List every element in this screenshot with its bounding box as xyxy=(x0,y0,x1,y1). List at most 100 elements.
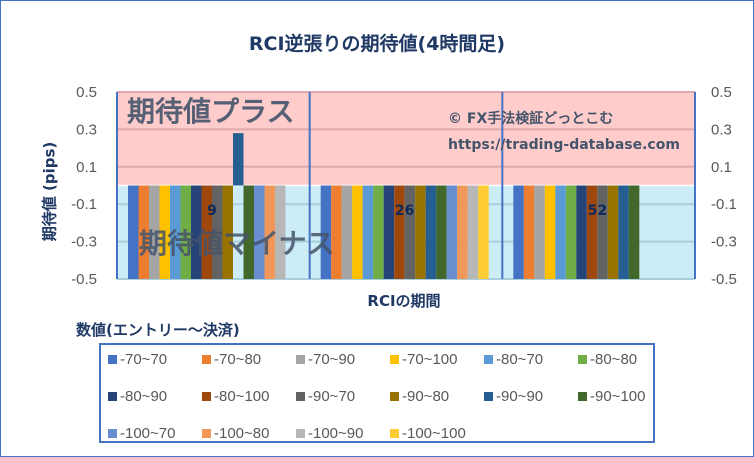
legend-swatch xyxy=(108,429,117,438)
bar xyxy=(320,185,332,279)
legend-swatch xyxy=(108,392,117,401)
y-tick-label-left: 0.3 xyxy=(76,121,97,138)
minus-zone-label: 期待値マイナス xyxy=(139,227,334,260)
bar xyxy=(138,185,149,279)
bar xyxy=(243,185,254,279)
legend-item: -90~80 xyxy=(390,388,449,405)
y-tick-label-left: -0.5 xyxy=(71,271,97,288)
legend-item: -70~80 xyxy=(202,351,261,368)
legend-label: -100~100 xyxy=(402,425,466,442)
legend-item: -80~100 xyxy=(202,388,269,405)
bar xyxy=(373,185,384,279)
bar xyxy=(618,185,629,279)
y-tick-label-left: 0.5 xyxy=(76,84,97,101)
bar xyxy=(383,185,395,279)
bar xyxy=(170,185,181,279)
y-tick-label-right: 0.5 xyxy=(711,84,732,101)
legend-item: -100~70 xyxy=(108,425,175,442)
category-label: 52 xyxy=(588,203,607,219)
legend-item: -70~90 xyxy=(296,351,355,368)
plus-zone-label: 期待値プラス xyxy=(127,95,294,128)
bar xyxy=(415,185,426,279)
legend-item: -100~80 xyxy=(202,425,269,442)
legend-swatch xyxy=(202,392,211,401)
bar xyxy=(576,185,587,279)
legend-label: -70~70 xyxy=(120,351,168,368)
bar xyxy=(264,185,275,279)
legend-swatch xyxy=(108,355,117,364)
legend-swatch xyxy=(296,392,305,401)
y-tick-label-right: -0.1 xyxy=(711,196,737,213)
bar xyxy=(425,185,437,279)
bar xyxy=(457,185,468,279)
legend-label: -90~70 xyxy=(308,388,356,405)
legend-swatch xyxy=(484,392,493,401)
legend-label: -80~70 xyxy=(496,351,544,368)
bar xyxy=(404,185,416,279)
y-tick-label-right: -0.5 xyxy=(711,271,737,288)
bar xyxy=(607,185,619,279)
bar xyxy=(222,185,233,279)
y-tick-label-right: -0.3 xyxy=(711,234,737,251)
legend-swatch xyxy=(484,355,493,364)
plus-zone xyxy=(117,92,695,186)
legend-label: -100~90 xyxy=(308,425,364,442)
bar xyxy=(523,185,535,279)
bar xyxy=(394,185,405,279)
legend-swatch xyxy=(202,355,211,364)
legend-swatch xyxy=(296,429,305,438)
bar xyxy=(628,185,640,279)
bar xyxy=(478,185,489,279)
legend-item: -80~70 xyxy=(484,351,543,368)
legend-swatch xyxy=(202,429,211,438)
legend-title: 数値(エントリー～決済) xyxy=(76,319,244,340)
legend-swatch xyxy=(390,355,399,364)
bar xyxy=(331,185,342,279)
category-label: 26 xyxy=(395,203,414,219)
bar xyxy=(341,185,353,279)
bar xyxy=(254,185,265,279)
bar xyxy=(149,185,160,279)
legend-item: -100~90 xyxy=(296,425,363,442)
legend-label: -80~100 xyxy=(214,388,270,405)
bar xyxy=(586,185,598,279)
y-tick-label-right: 0.1 xyxy=(711,159,732,176)
legend-swatch xyxy=(296,355,305,364)
bar xyxy=(212,185,223,279)
bar xyxy=(128,185,139,279)
bar xyxy=(191,185,202,279)
legend-label: -100~80 xyxy=(214,425,270,442)
bar xyxy=(159,185,170,279)
legend-swatch xyxy=(578,392,587,401)
legend-label: -80~90 xyxy=(120,388,168,405)
y-axis-title: 期待値 (pips) xyxy=(40,141,59,242)
legend-item: -70~70 xyxy=(108,351,167,368)
bar xyxy=(201,185,212,279)
legend-label: -80~80 xyxy=(590,351,638,368)
bar xyxy=(352,185,363,279)
bar xyxy=(467,185,479,279)
legend-label: -70~100 xyxy=(402,351,458,368)
y-tick-label-left: -0.3 xyxy=(71,234,97,251)
y-tick-label-left: -0.1 xyxy=(71,196,97,213)
watermark-copyright: © FX手法検証どっとこむ xyxy=(448,110,613,127)
legend-item: -70~100 xyxy=(390,351,457,368)
bar xyxy=(362,185,374,279)
legend-label: -70~80 xyxy=(214,351,262,368)
legend-label: -70~90 xyxy=(308,351,356,368)
y-tick-label-right: 0.3 xyxy=(711,121,732,138)
bar xyxy=(513,185,524,279)
bar xyxy=(180,185,191,279)
legend-swatch xyxy=(390,429,399,438)
legend-item: -100~100 xyxy=(390,425,466,442)
legend: -70~70 -70~80 -70~90 -70~100 -80~70 -80~80 -80… xyxy=(99,343,655,443)
legend-item: -80~90 xyxy=(108,388,167,405)
bar xyxy=(555,185,566,279)
legend-item: -80~80 xyxy=(578,351,637,368)
x-axis-title: RCIの期間 xyxy=(367,292,441,310)
bar xyxy=(233,133,244,186)
bar xyxy=(534,185,545,279)
watermark-url: https://trading-database.com xyxy=(448,137,680,153)
